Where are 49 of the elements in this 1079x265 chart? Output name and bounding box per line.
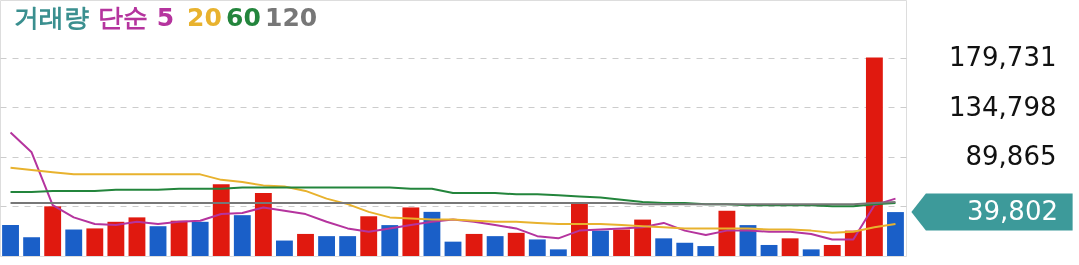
bar: [128, 217, 146, 256]
bar: [486, 236, 504, 256]
bar: [297, 233, 314, 256]
text: 120: [265, 3, 318, 32]
bar: [781, 238, 799, 256]
bar: [823, 244, 841, 256]
bar: [233, 215, 251, 256]
bar: [23, 237, 41, 256]
bar: [212, 184, 230, 256]
y-tick-label: 134,798: [948, 91, 1057, 122]
bar: [191, 221, 209, 256]
line-series: [9, 166, 897, 234]
bar: [44, 206, 62, 256]
bar: [149, 226, 167, 256]
line-series: [9, 186, 897, 208]
bar: [381, 225, 399, 256]
bar: [402, 207, 420, 256]
bar: [549, 249, 567, 256]
bar: [360, 216, 378, 256]
bar: [802, 249, 820, 256]
bar: [528, 239, 546, 256]
line-series: [9, 131, 897, 241]
text: 단순 5: [98, 3, 175, 32]
bar: [339, 236, 357, 256]
chart-title: 거래량: [14, 3, 89, 32]
bar: [887, 212, 904, 256]
bar: [65, 229, 83, 256]
y-tick-label: 179,731: [948, 42, 1057, 73]
bar: [676, 242, 694, 256]
bar: [2, 225, 19, 256]
bar: [170, 220, 188, 256]
bar: [655, 238, 673, 256]
bar: [444, 241, 462, 256]
text: 39,802: [967, 196, 1058, 227]
bar: [760, 244, 778, 256]
bar: [107, 221, 125, 256]
bar: [697, 246, 715, 256]
bar: [465, 233, 483, 256]
bar: [592, 230, 609, 256]
text: 20: [187, 3, 222, 32]
bar: [86, 228, 104, 256]
bar: [865, 57, 883, 256]
bar: [507, 232, 525, 256]
bar: [254, 193, 272, 256]
text: 60: [226, 3, 261, 32]
bar: [276, 240, 293, 256]
bar: [613, 229, 630, 256]
bar: [318, 236, 336, 256]
y-tick-label: 89,865: [965, 141, 1057, 172]
